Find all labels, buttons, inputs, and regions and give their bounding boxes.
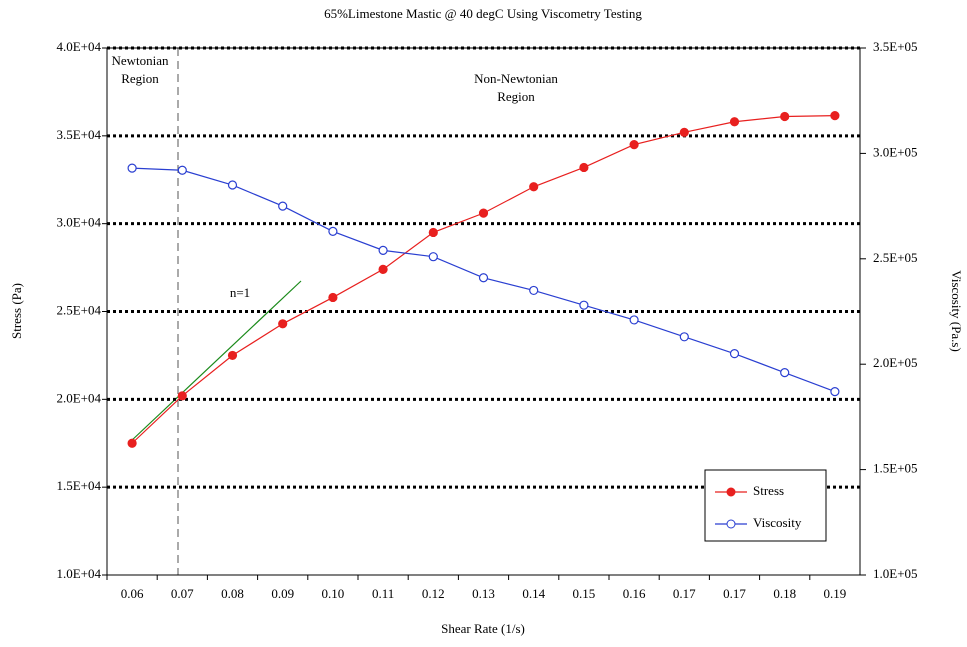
data-point: [378, 264, 388, 274]
legend-label: Viscosity: [753, 515, 802, 530]
data-point: [227, 180, 238, 190]
data-point: [579, 162, 589, 173]
x-tick-label: 0.07: [171, 586, 194, 601]
y2-tick-label: 1.5E+05: [873, 461, 918, 476]
data-point: [378, 245, 388, 255]
annotation: n=1: [230, 285, 250, 300]
x-tick-label: 0.19: [824, 586, 847, 601]
x-tick-label: 0.13: [472, 586, 495, 601]
y-tick-label: 3.5E+04: [56, 127, 101, 142]
plot-frame: [106, 47, 861, 576]
data-point: [579, 300, 589, 310]
data-point: [729, 349, 740, 359]
data-point: [629, 140, 639, 150]
annotation: Region: [497, 89, 535, 104]
y2-tick-label: 2.0E+05: [873, 355, 918, 370]
y-tick-label: 1.5E+04: [56, 478, 101, 493]
legend-marker: [726, 519, 736, 529]
x-tick-label: 0.15: [573, 586, 596, 601]
data-point: [127, 438, 137, 448]
x-tick-label: 0.18: [773, 586, 796, 601]
y-tick-label: 4.0E+04: [56, 39, 101, 54]
data-point: [227, 350, 238, 361]
chart-title: 65%Limestone Mastic @ 40 degC Using Visc…: [324, 6, 642, 21]
data-point: [127, 163, 137, 173]
data-point: [328, 292, 338, 303]
data-point: [830, 111, 840, 121]
data-point: [177, 391, 187, 401]
slope-line: [129, 280, 302, 443]
y2-tick-label: 1.0E+05: [873, 566, 918, 581]
x-tick-label: 0.12: [422, 586, 445, 601]
data-point: [328, 226, 338, 236]
x-tick-label: 0.11: [372, 586, 394, 601]
y-tick-label: 2.0E+04: [56, 390, 101, 405]
data-point: [679, 332, 689, 342]
data-point: [428, 227, 438, 238]
y-tick-label: 3.0E+04: [56, 215, 101, 230]
y2-tick-label: 3.5E+05: [873, 39, 918, 54]
data-point: [830, 387, 840, 397]
data-point: [428, 252, 438, 262]
x-axis-label: Shear Rate (1/s): [441, 621, 525, 636]
data-point: [780, 111, 790, 122]
y-tick-label: 1.0E+04: [56, 566, 101, 581]
x-tick-label: 0.08: [221, 586, 244, 601]
annotation: Newtonian: [111, 53, 169, 68]
legend-label: Stress: [753, 483, 784, 498]
y-tick-label: 2.5E+04: [56, 302, 101, 317]
data-point: [478, 273, 489, 283]
x-tick-label: 0.10: [322, 586, 345, 601]
data-point: [529, 182, 539, 192]
data-point: [679, 127, 689, 137]
legend-box: [704, 469, 827, 542]
x-tick-label: 0.17: [673, 586, 696, 601]
annotation: Non-Newtonian: [474, 71, 558, 86]
data-point: [278, 201, 288, 211]
legend-marker: [726, 487, 736, 497]
y-axis-label: Stress (Pa): [9, 283, 24, 339]
data-point: [278, 319, 288, 329]
annotation: Region: [121, 71, 159, 86]
data-point: [177, 165, 187, 175]
x-tick-label: 0.06: [121, 586, 144, 601]
y2-axis-label: Viscosity (Pa.s): [949, 270, 964, 352]
x-tick-label: 0.14: [522, 586, 545, 601]
y2-tick-label: 2.5E+05: [873, 250, 918, 265]
data-point: [629, 315, 639, 325]
data-point: [729, 117, 740, 127]
data-point: [529, 285, 539, 296]
y2-tick-label: 3.0E+05: [873, 144, 918, 159]
x-tick-label: 0.09: [271, 586, 294, 601]
x-tick-label: 0.17: [723, 586, 746, 601]
data-point: [478, 208, 489, 218]
x-tick-label: 0.16: [623, 586, 646, 601]
data-point: [780, 368, 790, 378]
